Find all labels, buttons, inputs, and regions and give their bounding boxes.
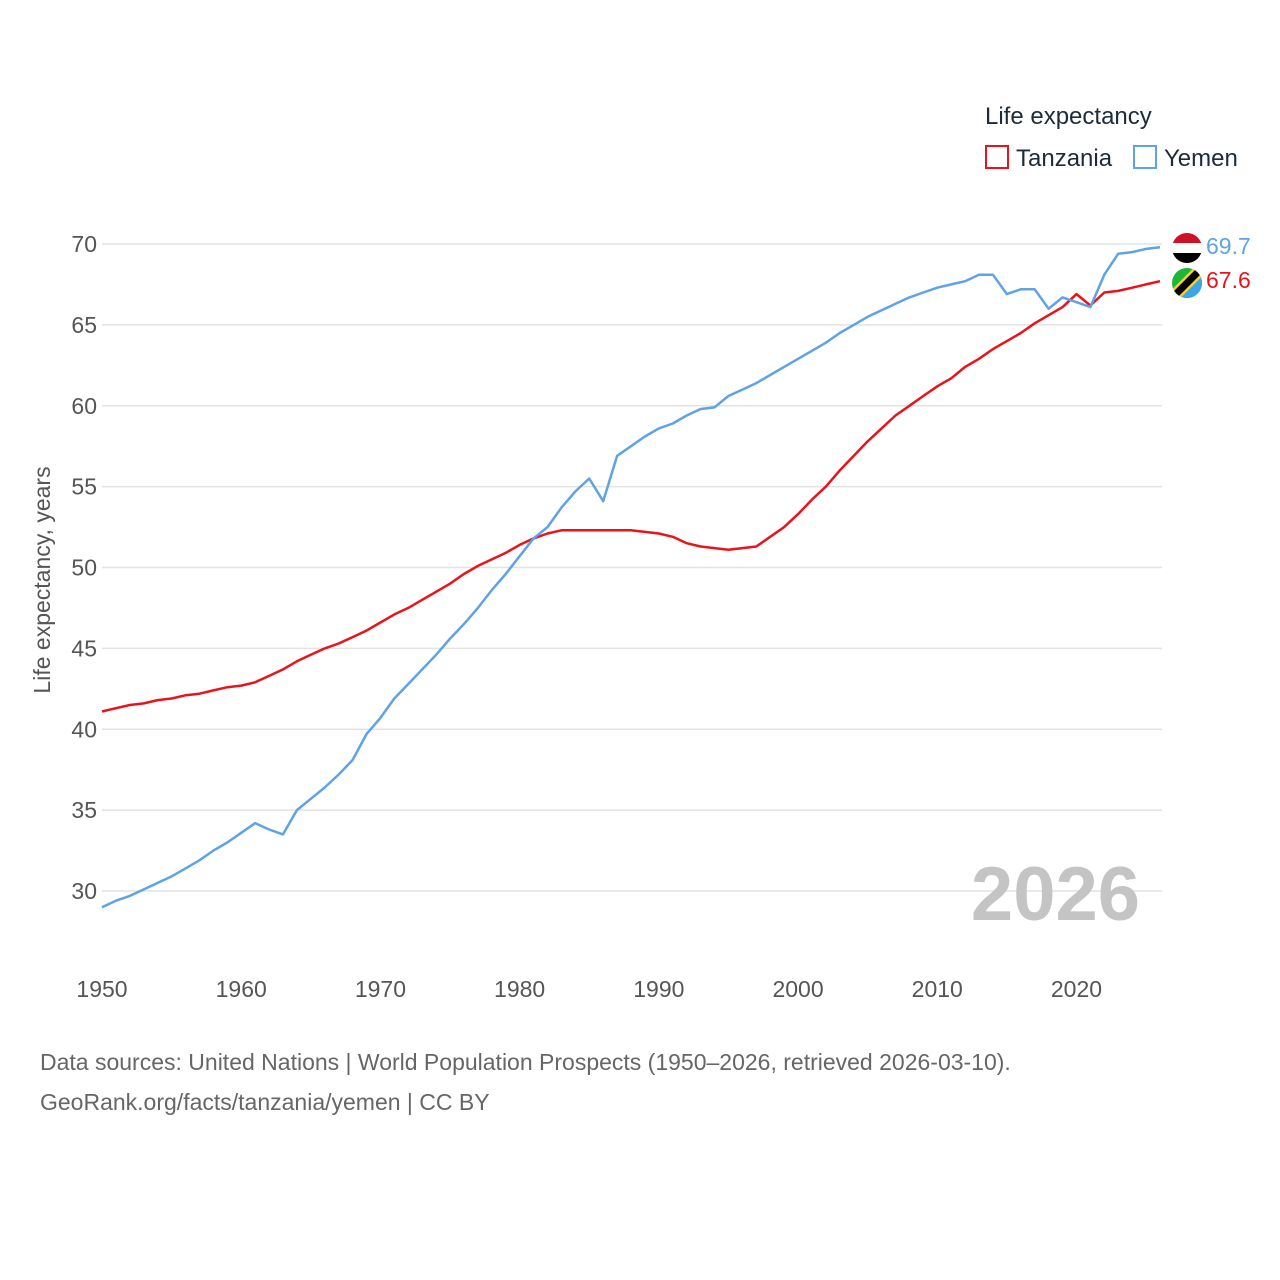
x-tick-label: 1970 <box>355 976 406 1002</box>
series-lines <box>101 245 1161 909</box>
y-tick-label: 70 <box>71 231 97 257</box>
x-tick-label: 1950 <box>76 976 127 1002</box>
tanzania-flag-icon <box>1172 268 1202 298</box>
x-tick-label: 2010 <box>912 976 963 1002</box>
legend-label-yemen: Yemen <box>1164 145 1238 172</box>
y-tick-label: 40 <box>71 716 97 742</box>
source-line-2: GeoRank.org/facts/tanzania/yemen | CC BY <box>40 1089 490 1115</box>
y-axis-ticks: 30 35 40 45 50 55 60 65 70 <box>71 231 97 904</box>
x-tick-label: 1990 <box>633 976 684 1002</box>
y-axis-label: Life expectancy, years <box>29 466 55 693</box>
current-year-label: 2026 <box>971 852 1140 937</box>
line-chart: Life expectancy Tanzania Yemen 30 35 40 45 5… <box>29 103 1251 1002</box>
series-line-tanzania[interactable] <box>101 279 1161 713</box>
y-tick-label: 50 <box>71 555 97 581</box>
y-tick-label: 45 <box>71 635 97 661</box>
x-tick-label: 2020 <box>1051 976 1102 1002</box>
y-tick-label: 65 <box>71 312 97 338</box>
y-tick-label: 35 <box>71 797 97 823</box>
y-tick-label: 30 <box>71 878 97 904</box>
x-axis-ticks: 1950 1960 1970 1980 1990 2000 2010 2020 <box>76 976 1102 1002</box>
x-tick-label: 1980 <box>494 976 545 1002</box>
source-note: Data sources: United Nations | World Pop… <box>40 1042 1011 1122</box>
y-tick-label: 60 <box>71 393 97 419</box>
x-tick-label: 2000 <box>772 976 823 1002</box>
source-line-1: Data sources: United Nations | World Pop… <box>40 1049 1011 1075</box>
legend-swatch-tanzania <box>985 145 1009 169</box>
yemen-end-value-label: 69.7 <box>1206 233 1251 259</box>
grid-lines <box>102 243 1162 892</box>
legend-item-yemen[interactable]: Yemen <box>1133 145 1238 172</box>
yemen-flag-icon <box>1172 233 1202 263</box>
legend-title: Life expectancy <box>985 103 1152 130</box>
legend-swatch-yemen <box>1133 145 1157 169</box>
tanzania-end-value-label: 67.6 <box>1206 267 1251 293</box>
series-line-yemen[interactable] <box>101 245 1161 909</box>
legend-label-tanzania: Tanzania <box>1016 145 1113 172</box>
y-tick-label: 55 <box>71 474 97 500</box>
x-tick-label: 1960 <box>216 976 267 1002</box>
legend-item-tanzania[interactable]: Tanzania <box>985 145 1113 172</box>
